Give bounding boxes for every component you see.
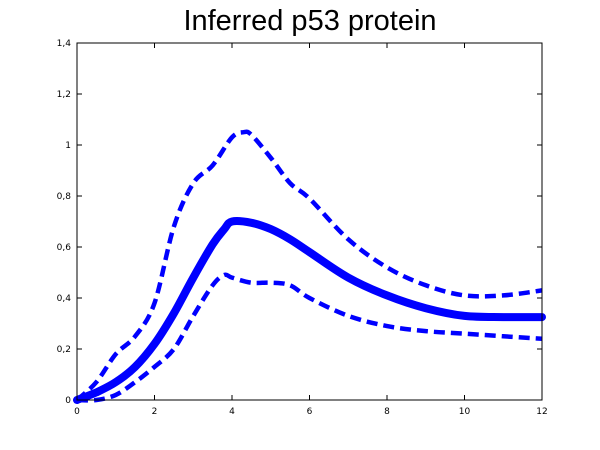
y-tick-label: 0,2 (57, 345, 71, 355)
y-tick-label: 0,8 (57, 192, 72, 202)
y-tick-label: 1,2 (57, 90, 71, 100)
x-tick-label: 0 (74, 407, 80, 417)
x-axis: 0 2 4 6 8 10 12 (74, 43, 548, 417)
solid-series-line-0 (73, 217, 546, 404)
chart-title: Inferred p53 protein (183, 5, 436, 37)
y-tick-label: 1 (65, 141, 71, 151)
y-tick-label: 0,6 (57, 243, 72, 253)
y-tick-label: 0 (65, 396, 71, 406)
dashed-series-line-1 (75, 129, 543, 402)
y-tick-label: 1,4 (57, 39, 72, 49)
series-layer (73, 129, 546, 404)
x-tick-label: 4 (229, 407, 235, 417)
y-tick-label: 0,4 (57, 294, 72, 304)
x-tick-label: 6 (307, 407, 313, 417)
x-tick-label: 8 (384, 407, 390, 417)
x-tick-label: 2 (152, 407, 158, 417)
y-axis: 0 0,2 0,4 0,6 0,8 1 1,2 1,4 (57, 39, 542, 406)
dashed-series-line-2 (76, 272, 543, 403)
x-tick-label: 12 (536, 407, 547, 417)
plot-frame (76, 42, 543, 401)
x-tick-label: 10 (459, 407, 471, 417)
